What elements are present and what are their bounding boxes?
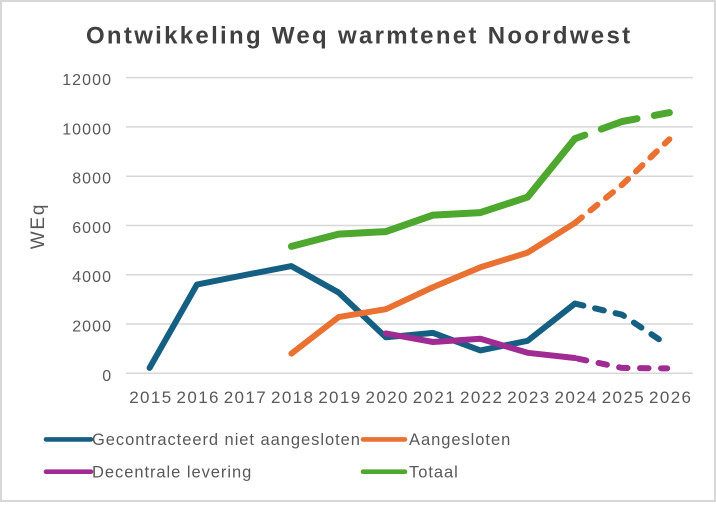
svg-text:WEq: WEq [28,203,49,250]
svg-text:2015: 2015 [129,388,172,407]
svg-text:4000: 4000 [72,269,112,286]
svg-text:2021: 2021 [413,388,456,407]
svg-text:8000: 8000 [72,171,112,188]
svg-text:Aangesloten: Aangesloten [409,431,511,449]
svg-text:2025: 2025 [602,388,645,407]
svg-text:2023: 2023 [507,388,550,407]
svg-text:Decentrale levering: Decentrale levering [92,463,252,481]
svg-text:10000: 10000 [62,121,112,138]
svg-text:6000: 6000 [72,220,112,237]
svg-text:2022: 2022 [460,388,503,407]
svg-text:0: 0 [102,368,112,385]
svg-text:Gecontracteerd niet aangeslote: Gecontracteerd niet aangesloten [92,431,361,449]
svg-text:2017: 2017 [224,388,267,407]
svg-text:Totaal: Totaal [409,463,459,481]
svg-text:2016: 2016 [176,388,219,407]
svg-text:2000: 2000 [72,319,112,336]
svg-text:2026: 2026 [649,388,692,407]
svg-text:12000: 12000 [62,72,112,89]
svg-text:Ontwikkeling Weq warmtenet Noo: Ontwikkeling Weq warmtenet Noordwest [86,22,632,49]
svg-text:2018: 2018 [271,388,314,407]
svg-text:2020: 2020 [365,388,408,407]
svg-text:2019: 2019 [318,388,361,407]
svg-text:2024: 2024 [554,388,597,407]
